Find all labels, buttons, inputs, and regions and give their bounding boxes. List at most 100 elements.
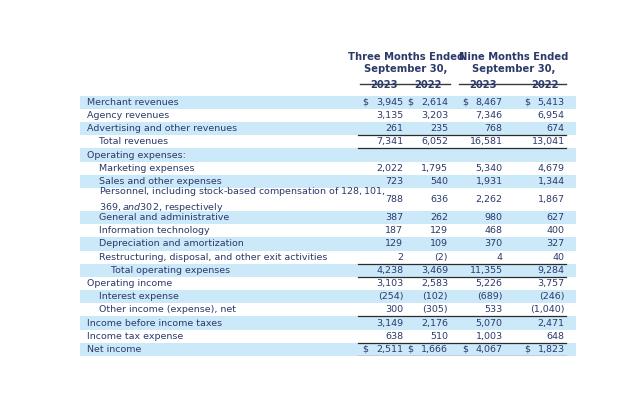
Text: Depreciation and amortization: Depreciation and amortization [88,240,244,248]
Text: 1,795: 1,795 [421,164,448,173]
Text: 3,757: 3,757 [538,279,564,288]
Text: 2,583: 2,583 [421,279,448,288]
Text: 6,954: 6,954 [538,111,564,120]
Bar [80,175,576,188]
Text: (254): (254) [378,292,403,301]
Text: Income before income taxes: Income before income taxes [88,318,223,328]
Text: 11,355: 11,355 [470,266,502,275]
Text: 2023: 2023 [370,80,397,90]
Text: Personnel, including stock-based compensation of $128, $101,
    $369, and $302,: Personnel, including stock-based compens… [88,185,387,214]
Text: $: $ [524,345,530,354]
Text: 261: 261 [385,124,403,133]
Text: 674: 674 [547,124,564,133]
Bar [80,343,576,356]
Text: 510: 510 [430,332,448,341]
Text: 16,581: 16,581 [470,137,502,146]
Text: (102): (102) [422,292,448,301]
Text: 400: 400 [547,226,564,235]
Bar [80,211,576,224]
Text: 2022: 2022 [531,80,559,90]
Text: 648: 648 [547,332,564,341]
Text: 3,149: 3,149 [376,318,403,328]
Text: (689): (689) [477,292,502,301]
Text: Total operating expenses: Total operating expenses [88,266,230,275]
Text: $: $ [363,345,369,354]
Text: (305): (305) [422,305,448,314]
Text: Operating income: Operating income [88,279,173,288]
Bar [80,188,576,211]
Bar [80,224,576,238]
Text: Other income (expense), net: Other income (expense), net [88,305,236,314]
Text: 2023: 2023 [469,80,497,90]
Text: 638: 638 [385,332,403,341]
Text: Nine Months Ended
September 30,: Nine Months Ended September 30, [460,52,569,74]
Text: 2,511: 2,511 [376,345,403,354]
Text: $: $ [408,98,413,107]
Text: 262: 262 [430,213,448,222]
Text: 327: 327 [547,240,564,248]
Text: 1,823: 1,823 [538,345,564,354]
Text: 2,176: 2,176 [421,318,448,328]
Text: Interest expense: Interest expense [88,292,179,301]
Text: 2,471: 2,471 [538,318,564,328]
Text: 3,945: 3,945 [376,98,403,107]
Text: Income tax expense: Income tax expense [88,332,184,341]
Text: (2): (2) [435,253,448,262]
Bar [80,290,576,303]
Text: 4,067: 4,067 [476,345,502,354]
Text: Sales and other expenses: Sales and other expenses [88,177,222,186]
Text: (1,040): (1,040) [530,305,564,314]
Text: 300: 300 [385,305,403,314]
Text: Merchant revenues: Merchant revenues [88,98,179,107]
Bar [80,330,576,343]
Text: General and administrative: General and administrative [88,213,230,222]
Text: Total revenues: Total revenues [88,137,168,146]
Text: Agency revenues: Agency revenues [88,111,170,120]
Text: 1,344: 1,344 [538,177,564,186]
Text: 5,226: 5,226 [476,279,502,288]
Bar [85,48,576,96]
Bar [80,162,576,175]
Text: Operating expenses:: Operating expenses: [88,150,186,160]
Text: 40: 40 [552,253,564,262]
Text: 723: 723 [385,177,403,186]
Text: 235: 235 [430,124,448,133]
Text: 6,052: 6,052 [421,137,448,146]
Text: 627: 627 [547,213,564,222]
Text: 3,135: 3,135 [376,111,403,120]
Bar [80,122,576,135]
Text: 2,022: 2,022 [376,164,403,173]
Text: 2,614: 2,614 [421,98,448,107]
Text: 8,467: 8,467 [476,98,502,107]
Text: Three Months Ended
September 30,: Three Months Ended September 30, [348,52,464,74]
Text: 468: 468 [484,226,502,235]
Bar [80,250,576,264]
Bar [80,277,576,290]
Text: 2: 2 [397,253,403,262]
Bar [80,109,576,122]
Text: Marketing expenses: Marketing expenses [88,164,195,173]
Text: 1,931: 1,931 [476,177,502,186]
Bar [80,264,576,277]
Text: 540: 540 [430,177,448,186]
Text: 980: 980 [484,213,502,222]
Text: 7,346: 7,346 [476,111,502,120]
Text: 187: 187 [385,226,403,235]
Bar [80,96,576,109]
Text: 636: 636 [430,195,448,204]
Text: 4,679: 4,679 [538,164,564,173]
Text: 129: 129 [385,240,403,248]
Text: 3,203: 3,203 [420,111,448,120]
Text: Restructuring, disposal, and other exit activities: Restructuring, disposal, and other exit … [88,253,328,262]
Text: $: $ [408,345,413,354]
Text: 370: 370 [484,240,502,248]
Text: 3,103: 3,103 [376,279,403,288]
Text: 1,666: 1,666 [421,345,448,354]
Text: (246): (246) [539,292,564,301]
Text: Advertising and other revenues: Advertising and other revenues [88,124,237,133]
Text: 129: 129 [430,226,448,235]
Text: 788: 788 [385,195,403,204]
Text: 2,262: 2,262 [476,195,502,204]
Text: 768: 768 [484,124,502,133]
Text: $: $ [363,98,369,107]
